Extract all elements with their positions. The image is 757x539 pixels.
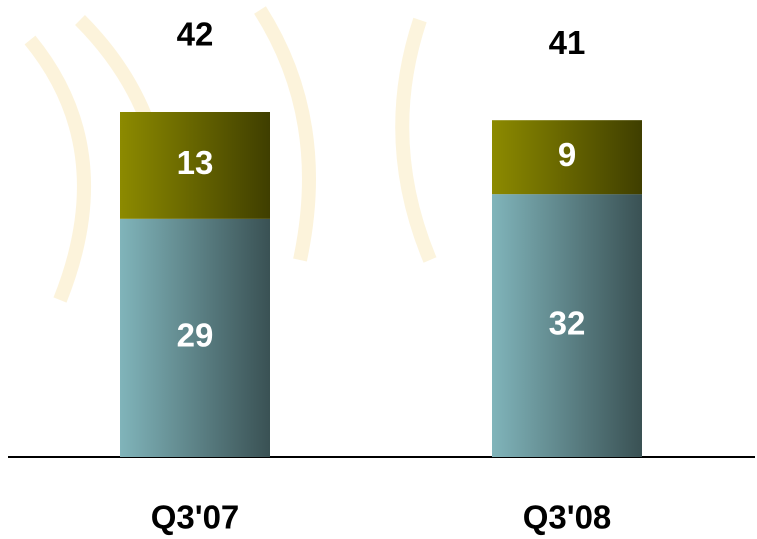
bar-shade [492, 194, 642, 457]
bar-shade [120, 218, 270, 457]
segment-label: 32 [549, 304, 586, 341]
x-tick-label: Q3'08 [523, 499, 612, 536]
total-label: 41 [549, 24, 586, 61]
segment-label: 29 [177, 317, 214, 354]
x-tick-label: Q3'07 [151, 499, 240, 536]
bar-shade [492, 120, 642, 195]
total-label: 42 [177, 16, 214, 53]
segment-label: 9 [558, 136, 576, 173]
segment-label: 13 [177, 144, 214, 181]
bar-shade [120, 112, 270, 219]
